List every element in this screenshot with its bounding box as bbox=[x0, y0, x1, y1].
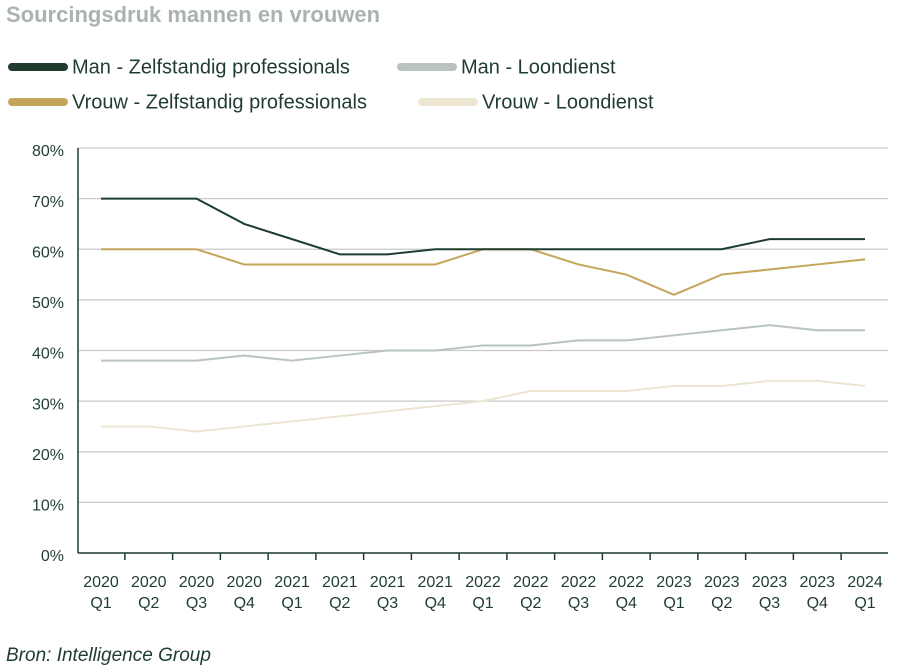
x-tick-label: 2020 Q3 bbox=[178, 574, 215, 612]
series-line bbox=[101, 379, 866, 433]
x-tick-label: 2022 Q4 bbox=[608, 574, 645, 612]
x-tick-label: 2020 Q4 bbox=[226, 574, 263, 612]
x-tick-label: 2021 Q1 bbox=[274, 574, 310, 612]
legend-label: Vrouw - Zelfstandig professionals bbox=[72, 91, 367, 113]
x-tick-label: 2022 Q1 bbox=[465, 574, 501, 612]
y-tick-label: 70% bbox=[32, 194, 64, 211]
legend-label: Man - Loondienst bbox=[461, 56, 616, 78]
x-tick-label: 2023 Q1 bbox=[656, 574, 692, 612]
y-tick-label: 80% bbox=[32, 143, 64, 160]
y-tick-label: 0% bbox=[41, 548, 64, 565]
x-tick-label: 2020 Q1 bbox=[83, 574, 119, 612]
x-tick-label: 2021 Q2 bbox=[321, 574, 358, 612]
x-tick-label: 2023 Q3 bbox=[751, 574, 788, 612]
x-tick-label: 2021 Q4 bbox=[417, 574, 454, 612]
y-tick-label: 10% bbox=[32, 498, 64, 515]
series-line bbox=[101, 324, 865, 362]
x-tick-label: 2024 Q1 bbox=[847, 574, 883, 612]
y-tick-label: 50% bbox=[32, 295, 64, 312]
x-tick-label: 2021 Q3 bbox=[369, 574, 406, 612]
x-tick-label: 2022 Q2 bbox=[512, 574, 549, 612]
source-note: Bron: Intelligence Group bbox=[6, 645, 211, 666]
legend-label: Man - Zelfstandig professionals bbox=[72, 56, 350, 78]
x-tick-label: 2020 Q2 bbox=[130, 574, 167, 612]
x-tick-label: 2023 Q4 bbox=[799, 574, 836, 612]
chart-title: Sourcingsdruk mannen en vrouwen bbox=[6, 2, 380, 27]
y-tick-label: 40% bbox=[32, 346, 64, 363]
y-tick-label: 20% bbox=[32, 447, 64, 464]
series-line bbox=[101, 248, 866, 296]
series-line bbox=[101, 197, 865, 256]
y-tick-label: 30% bbox=[32, 396, 64, 413]
x-tick-label: 2023 Q2 bbox=[703, 574, 740, 612]
y-tick-label: 60% bbox=[32, 244, 64, 261]
legend-label: Vrouw - Loondienst bbox=[482, 91, 654, 113]
x-tick-label: 2022 Q3 bbox=[560, 574, 597, 612]
